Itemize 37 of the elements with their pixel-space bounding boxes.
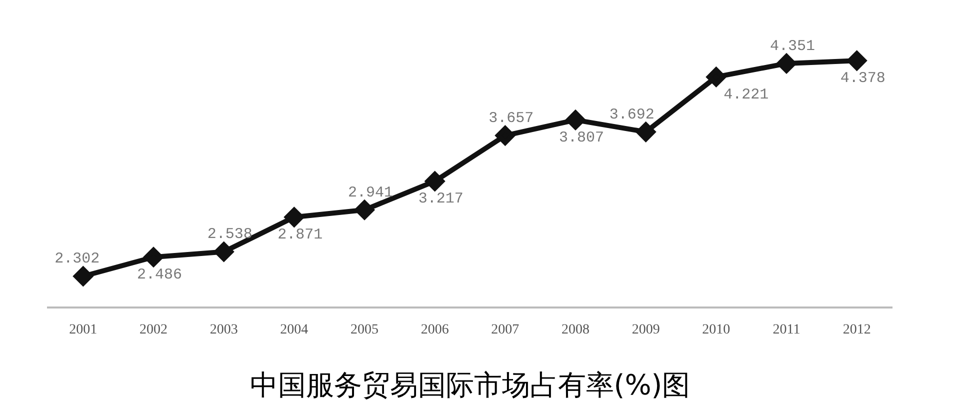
- x-tick-label: 2008: [562, 322, 590, 338]
- point: [566, 110, 585, 130]
- point: [496, 126, 515, 146]
- data-label: 3.657: [488, 110, 534, 128]
- data-label: 2.486: [136, 266, 182, 284]
- point: [74, 266, 93, 286]
- x-tick-label: 2009: [632, 322, 660, 338]
- point: [355, 200, 374, 220]
- x-tick-label: 2004: [280, 322, 308, 338]
- x-tick-label: 2011: [772, 322, 800, 338]
- x-tick-label: 2006: [420, 322, 449, 338]
- x-tick-label: 2003: [210, 322, 238, 338]
- x-tick-label: 2012: [842, 322, 871, 338]
- data-label: 2.302: [54, 250, 100, 268]
- x-tick-label: 2005: [350, 322, 378, 338]
- data-label: 2.941: [348, 184, 394, 202]
- data-label: 2.871: [278, 226, 323, 244]
- data-label: 4.221: [724, 86, 769, 104]
- x-tick-label: 2001: [69, 322, 98, 338]
- data-label: 3.807: [558, 129, 604, 146]
- point: [425, 172, 444, 191]
- x-tick-label: 2002: [140, 322, 168, 338]
- data-label: 3.217: [418, 190, 464, 208]
- point: [284, 208, 304, 227]
- point: [777, 54, 796, 73]
- data-label: 2.538: [207, 226, 252, 244]
- data-label: 4.351: [770, 38, 816, 55]
- point: [636, 122, 656, 142]
- point: [706, 67, 726, 86]
- point: [847, 51, 866, 70]
- x-tick-label: 2007: [491, 322, 520, 338]
- data-label: 4.378: [840, 70, 886, 88]
- point: [214, 242, 234, 262]
- x-tick-label: 2010: [702, 322, 730, 338]
- text: 中国服务贸易国际市场占有率(%)图: [250, 368, 690, 402]
- point: [144, 248, 163, 267]
- data-label: 3.692: [609, 106, 654, 124]
